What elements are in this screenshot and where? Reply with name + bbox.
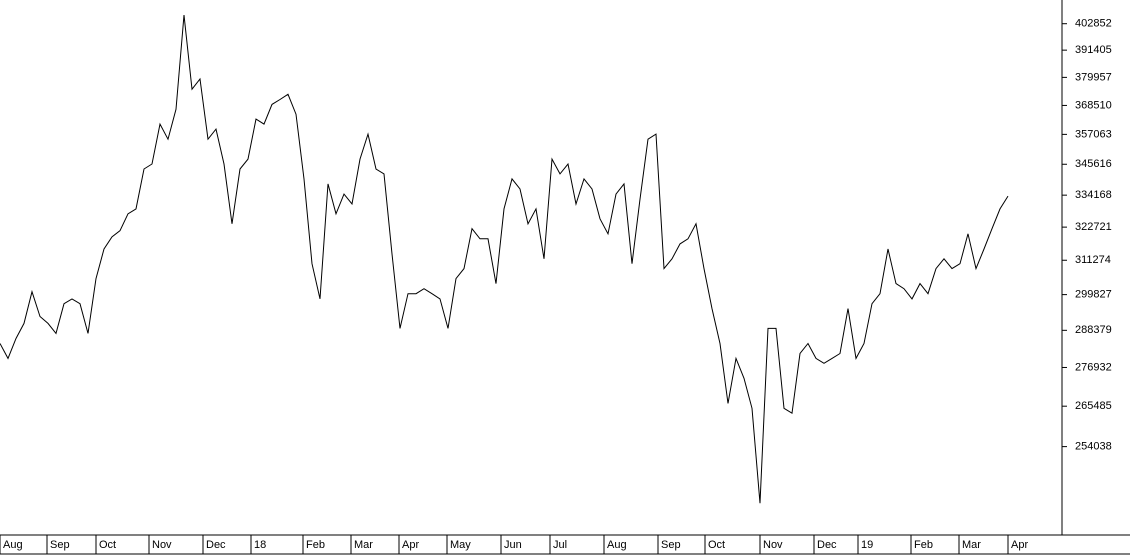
x-tick-label: 19: [861, 539, 873, 551]
x-tick-label: Nov: [763, 539, 783, 551]
x-tick-label: Mar: [354, 539, 373, 551]
y-tick-label: 265485: [1075, 400, 1112, 412]
y-tick-label: 402852: [1075, 18, 1112, 30]
y-tick-label: 254038: [1075, 441, 1112, 453]
y-tick-label: 357063: [1075, 128, 1112, 140]
x-tick-label: Oct: [708, 539, 725, 551]
x-tick-label: Feb: [306, 539, 325, 551]
x-tick-label: Nov: [152, 539, 172, 551]
x-tick-label: Aug: [3, 539, 23, 551]
x-tick-label: Aug: [607, 539, 627, 551]
y-tick-label: 391405: [1075, 44, 1112, 56]
x-tick-label: Apr: [402, 539, 419, 551]
x-tick-label: 18: [254, 539, 266, 551]
y-tick-label: 276932: [1075, 361, 1112, 373]
x-tick-label: Dec: [817, 539, 837, 551]
y-tick-label: 368510: [1075, 99, 1112, 111]
x-tick-label: Jun: [504, 539, 522, 551]
x-tick-label: Feb: [914, 539, 933, 551]
x-tick-label: Sep: [661, 539, 681, 551]
x-tick-label: Jul: [553, 539, 567, 551]
y-tick-label: 299827: [1075, 289, 1112, 301]
y-tick-label: 379957: [1075, 71, 1112, 83]
y-tick-label: 322721: [1075, 221, 1112, 233]
x-tick-label: May: [450, 539, 471, 551]
y-tick-label: 345616: [1075, 158, 1112, 170]
y-tick-label: 288379: [1075, 324, 1112, 336]
y-tick-label: 334168: [1075, 189, 1112, 201]
x-tick-label: Sep: [50, 539, 70, 551]
x-tick-label: Mar: [962, 539, 981, 551]
x-tick-label: Dec: [206, 539, 226, 551]
price-line: [0, 15, 1009, 504]
x-tick-label: Apr: [1011, 539, 1028, 551]
x-tick-label: Oct: [99, 539, 116, 551]
y-tick-label: 311274: [1075, 254, 1111, 266]
